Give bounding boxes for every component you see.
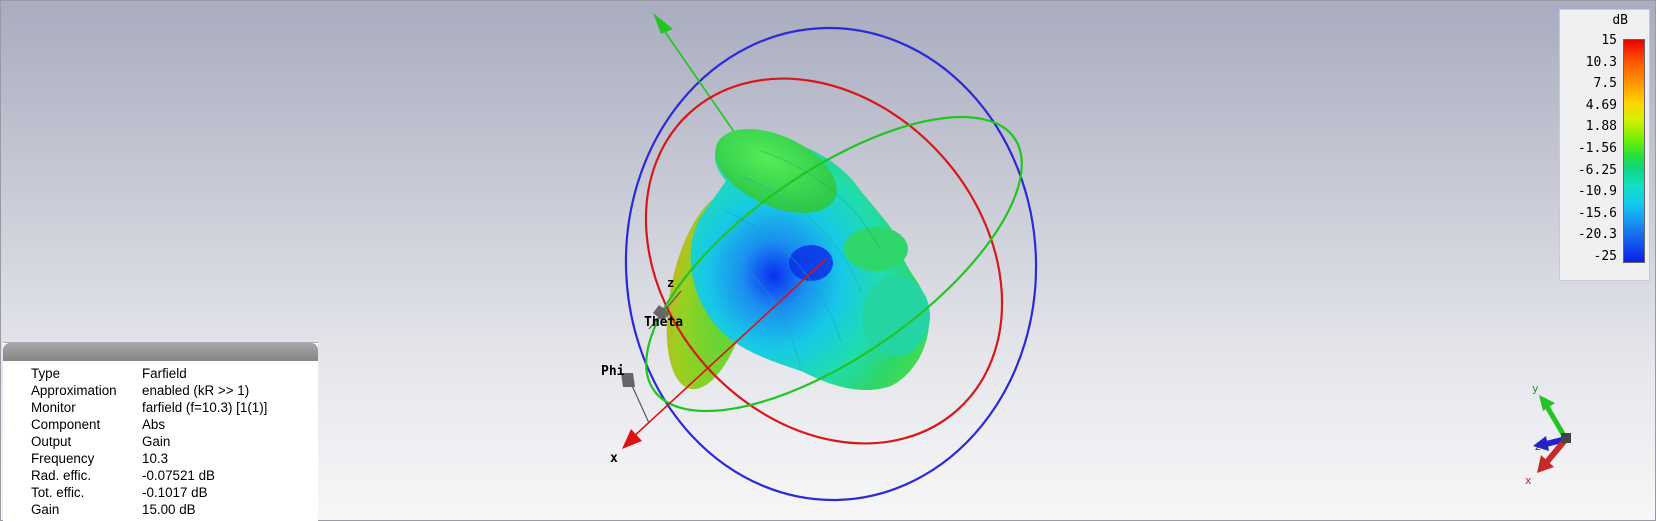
orientation-triad[interactable]: y z x — [1525, 382, 1571, 487]
legend-tick-label: 7.5 — [1593, 76, 1617, 92]
info-row: Monitor farfield (f=10.3) [1(1)] — [31, 399, 267, 416]
axis-label-z: z — [667, 276, 674, 290]
info-value: 10.3 — [142, 451, 169, 466]
axis-label-theta: Theta — [644, 315, 683, 330]
info-row: Frequency 10.3 — [31, 450, 267, 467]
legend-tick-label: -15.6 — [1577, 205, 1617, 221]
x-axis-line — [630, 258, 827, 440]
phi-marker — [621, 373, 635, 387]
legend-tick-label: 10.3 — [1585, 54, 1617, 70]
legend-tick-label: -25 — [1593, 249, 1617, 264]
info-key: Component — [31, 417, 101, 432]
info-value: Abs — [142, 417, 166, 432]
axis-label-x: x — [610, 451, 618, 466]
legend-tick-label: -10.9 — [1577, 184, 1617, 200]
legend-tick-label: 15 — [1601, 33, 1617, 48]
legend-unit-label: dB — [1612, 13, 1628, 28]
info-row: Tot. effic. -0.1017 dB — [31, 484, 267, 501]
info-key: Monitor — [31, 400, 76, 415]
info-value: 15.00 dB — [142, 502, 196, 517]
info-key: Output — [31, 434, 72, 449]
info-key: Type — [31, 366, 61, 381]
legend-tick-label: 1.88 — [1585, 119, 1617, 135]
theta-ring-red — [644, 77, 1004, 445]
legend-tick-label: -6.25 — [1577, 162, 1617, 178]
info-value: farfield (f=10.3) [1(1)] — [142, 400, 268, 415]
info-row: Type Farfield — [31, 365, 267, 382]
info-key: Approximation — [31, 383, 117, 398]
mini-axis-label-x: x — [1525, 474, 1532, 487]
legend-tick-label: 4.69 — [1585, 97, 1617, 113]
color-legend: dB 15 10.3 7.5 4.69 1.88 -1.56 -6.25 -10.9 -15.6… — [1559, 9, 1650, 281]
info-row: Output Gain — [31, 433, 267, 450]
farfield-pattern-lobe — [666, 129, 930, 391]
legend-color-bar — [1623, 39, 1645, 263]
axis-label-phi: Phi — [601, 364, 625, 379]
info-row: Gain 15.00 dB — [31, 501, 267, 518]
mini-axis-label-z: z — [1535, 440, 1541, 453]
legend-tick-label: -20.3 — [1577, 227, 1617, 243]
x-axis-arrow — [622, 429, 642, 449]
info-row: Rad. effic. -0.07521 dB — [31, 467, 267, 484]
mini-axis-label-y: y — [1532, 382, 1539, 395]
info-value: Gain — [142, 434, 171, 449]
farfield-info-panel: Type Farfield Approximation enabled (kR >> … — [3, 342, 318, 521]
info-value: Farfield — [142, 366, 187, 381]
equator-ring-green — [645, 115, 1023, 413]
info-value: enabled (kR >> 1) — [142, 383, 250, 398]
info-key: Tot. effic. — [31, 485, 85, 500]
theta-marker — [653, 305, 670, 321]
info-key: Gain — [31, 502, 60, 517]
info-row: Component Abs — [31, 416, 267, 433]
info-table: Type Farfield Approximation enabled (kR >> … — [31, 365, 267, 518]
info-value: -0.07521 dB — [142, 468, 215, 483]
info-value: -0.1017 dB — [142, 485, 208, 500]
info-row: Approximation enabled (kR >> 1) — [31, 382, 267, 399]
info-key: Frequency — [31, 451, 95, 466]
y-axis-arrow — [653, 13, 673, 34]
phi-ring-blue — [624, 26, 1038, 502]
info-key: Rad. effic. — [31, 468, 92, 483]
info-panel-header[interactable] — [3, 343, 318, 361]
legend-tick-label: -1.56 — [1577, 141, 1617, 156]
